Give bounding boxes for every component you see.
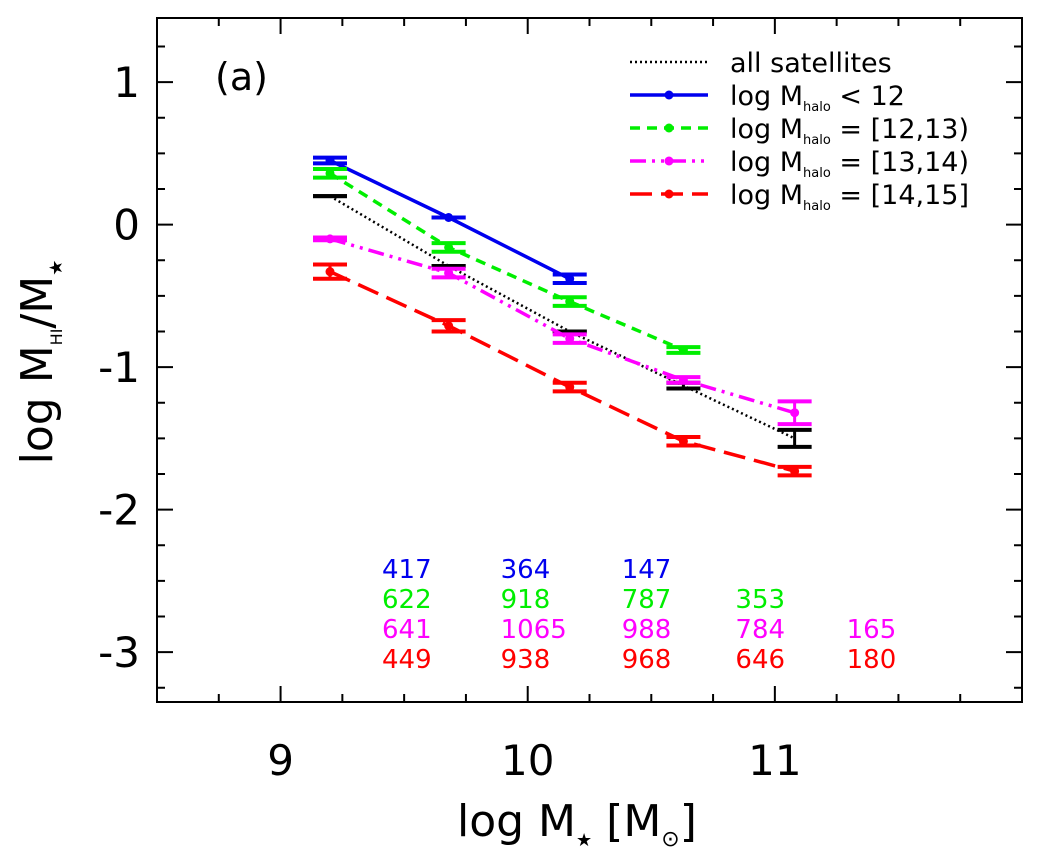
legend-marker <box>664 90 674 100</box>
series-line <box>329 237 796 415</box>
sample-count: 646 <box>735 645 785 675</box>
legend-marker <box>664 156 674 166</box>
legend-entry-4: log Mhalo = [14,15] <box>630 180 969 214</box>
legend-entry-2: log Mhalo = [12,13) <box>630 114 969 148</box>
legend-label-main: log M <box>730 180 803 211</box>
series-4 <box>313 262 812 478</box>
series-1 <box>313 155 587 286</box>
y-tick-label: -1 <box>98 343 140 392</box>
legend-entry-1: log Mhalo < 12 <box>630 81 905 115</box>
legend-label-suffix: = [14,15] <box>831 180 969 211</box>
data-point <box>565 334 575 344</box>
series-line <box>329 195 796 440</box>
legend-label: log Mhalo = [12,13) <box>730 114 969 148</box>
data-point <box>325 234 335 244</box>
data-point <box>444 242 454 252</box>
x-tick-label: 10 <box>501 736 554 785</box>
legend-label: log Mhalo = [13,14) <box>730 147 969 181</box>
sample-count: 449 <box>382 645 432 675</box>
legend-label-main: log M <box>730 147 803 178</box>
data-point <box>444 268 454 278</box>
data-point <box>444 321 454 331</box>
legend-label-suffix: = [12,13) <box>831 114 969 145</box>
y-tick-label: -3 <box>98 628 140 677</box>
series-line <box>329 270 796 473</box>
legend-entry-0: all satellites <box>630 48 892 79</box>
legend-label-sub: halo <box>803 133 831 148</box>
x-tick-label: 11 <box>748 736 801 785</box>
sample-count: 988 <box>622 615 672 645</box>
legend-label: log Mhalo = [14,15] <box>730 180 969 214</box>
series-3 <box>313 234 812 427</box>
data-point <box>678 375 688 385</box>
legend-entry-3: log Mhalo = [13,14) <box>630 147 969 181</box>
data-point <box>325 168 335 178</box>
series-line <box>329 171 685 352</box>
sample-count: 165 <box>847 615 897 645</box>
sample-count: 787 <box>622 585 672 615</box>
y-axis-label: log MHI/M★ <box>12 260 67 465</box>
legend-label-sub: halo <box>803 166 831 181</box>
sample-count: 147 <box>622 555 672 585</box>
y-axis-label-main: log M <box>12 345 63 464</box>
data-point <box>678 345 688 355</box>
sample-count: 1065 <box>501 615 567 645</box>
data-point <box>678 436 688 446</box>
data-point <box>565 274 575 284</box>
x-axis-label-unit-sub: ⊙ <box>661 827 679 850</box>
data-point <box>565 297 575 307</box>
data-point <box>790 408 800 418</box>
x-axis-label-main: log M <box>457 796 576 847</box>
legend-marker <box>664 123 674 133</box>
sample-count: 784 <box>735 615 785 645</box>
y-tick-label: -2 <box>98 486 140 535</box>
data-point <box>444 213 454 222</box>
data-point <box>790 466 800 476</box>
sample-count: 364 <box>501 555 551 585</box>
y-axis-label-mid: /M <box>12 276 63 329</box>
legend-label-sub: halo <box>803 100 831 115</box>
x-axis-label-unit-close: ] <box>680 796 697 847</box>
y-tick-label: 1 <box>113 58 140 107</box>
data-point <box>325 267 335 277</box>
legend-label: log Mhalo < 12 <box>730 81 905 115</box>
y-axis-label-sub1: HI <box>47 329 66 346</box>
panel-label: (a) <box>215 55 268 99</box>
x-axis-label-sub: ★ <box>576 830 592 850</box>
data-point <box>565 382 575 392</box>
legend-label-main: log M <box>730 114 803 145</box>
sample-count: 417 <box>382 555 432 585</box>
x-tick-label: 9 <box>267 736 294 785</box>
legend-label-main: log M <box>730 81 803 112</box>
sample-count: 622 <box>382 585 432 615</box>
sample-count: 918 <box>501 585 551 615</box>
data-point <box>325 156 335 165</box>
legend-label-suffix: < 12 <box>831 81 905 112</box>
sample-count: 180 <box>847 645 897 675</box>
legend-label: all satellites <box>730 48 892 79</box>
legend-label-suffix: = [13,14) <box>831 147 969 178</box>
sample-count: 968 <box>622 645 672 675</box>
series-0 <box>313 194 812 449</box>
sample-count: 641 <box>382 615 432 645</box>
y-axis-label-sub2: ★ <box>46 260 67 276</box>
legend-label-sub: halo <box>803 199 831 214</box>
sample-count: 938 <box>501 645 551 675</box>
series-2 <box>313 167 701 355</box>
y-tick-label: 0 <box>113 201 140 250</box>
sample-count: 353 <box>735 585 785 615</box>
x-axis-label: log M★ [M⊙] <box>457 796 697 850</box>
legend-label-main: all satellites <box>730 48 892 79</box>
y-axis-label-group: log MHI/M★ <box>12 260 67 465</box>
x-axis-label-unit: [M <box>592 796 661 847</box>
legend-marker <box>664 189 674 199</box>
